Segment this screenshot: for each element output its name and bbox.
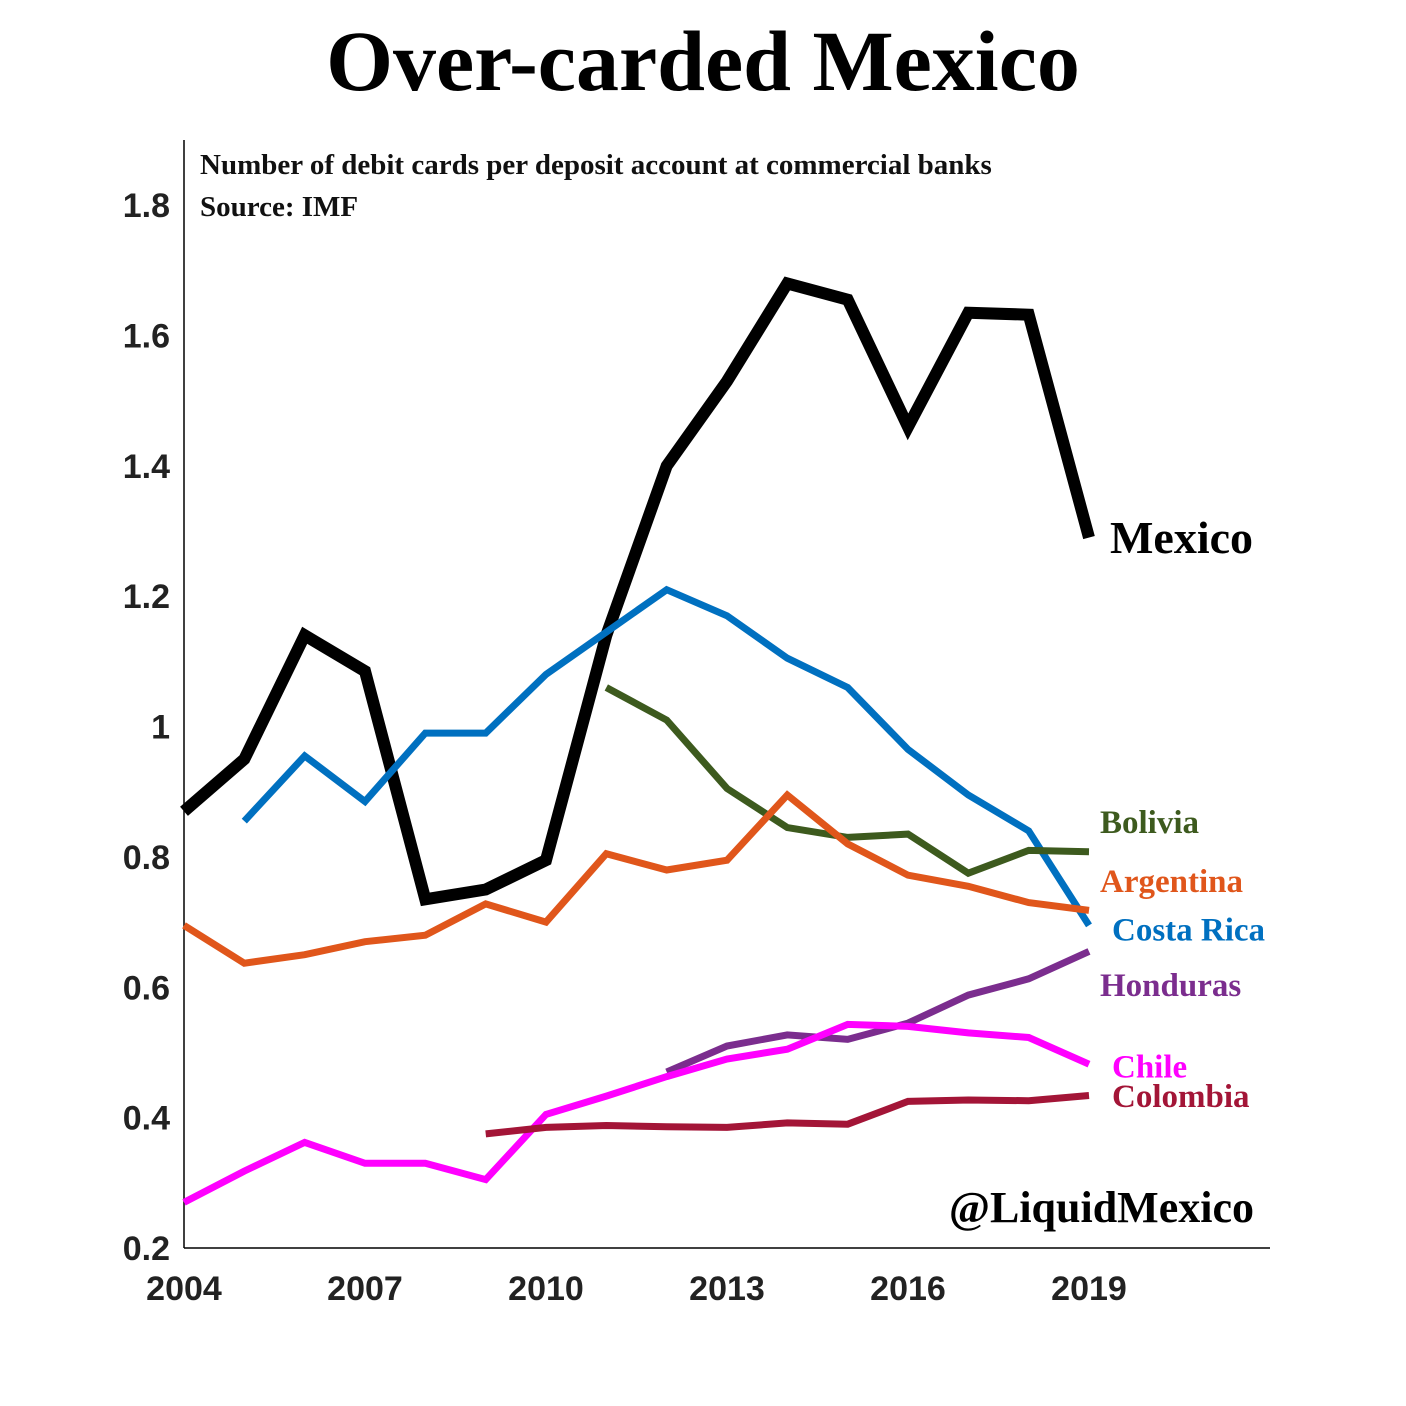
series-label-argentina: Argentina bbox=[1100, 864, 1243, 900]
x-tick-label-2007: 2007 bbox=[327, 1270, 403, 1308]
watermark: @LiquidMexico bbox=[949, 1183, 1254, 1232]
y-tick-label-0-2: 0.2 bbox=[123, 1230, 170, 1268]
series-label-honduras: Honduras bbox=[1100, 968, 1241, 1004]
series-label-bolivia: Bolivia bbox=[1100, 805, 1199, 841]
series-label-chile: Chile bbox=[1112, 1050, 1187, 1086]
y-tick-labels: 0.2 0.4 0.6 0.8 1 1.2 1.4 1.6 1.8 bbox=[123, 187, 170, 1268]
series-label-colombia: Colombia bbox=[1112, 1079, 1250, 1115]
axes bbox=[183, 140, 1270, 1249]
series-line-honduras bbox=[665, 948, 1091, 1076]
x-tick-label-2016: 2016 bbox=[870, 1270, 946, 1308]
series-line-bolivia bbox=[604, 684, 1090, 878]
x-tick-label-2019: 2019 bbox=[1051, 1270, 1127, 1308]
series-lines bbox=[180, 276, 1095, 1206]
y-tick-label-0-8: 0.8 bbox=[123, 839, 170, 877]
y-tick-label-0-6: 0.6 bbox=[123, 969, 170, 1007]
chart-subtitle: Number of debit cards per deposit accoun… bbox=[200, 149, 992, 181]
y-tick-label-0-4: 0.4 bbox=[123, 1100, 170, 1138]
x-tick-label-2013: 2013 bbox=[689, 1270, 765, 1308]
x-tick-labels: 2004 2007 2010 2013 2016 2019 bbox=[146, 1270, 1127, 1308]
y-tick-label-1-8: 1.8 bbox=[123, 187, 170, 225]
series-line-argentina bbox=[182, 790, 1090, 967]
chart-title: Over-carded Mexico bbox=[326, 13, 1080, 109]
y-tick-label-1: 1 bbox=[151, 709, 170, 747]
y-tick-label-1-2: 1.2 bbox=[123, 578, 170, 616]
series-line-costa-rica bbox=[241, 585, 1092, 928]
y-tick-label-1-6: 1.6 bbox=[123, 318, 170, 356]
x-tick-label-2010: 2010 bbox=[508, 1270, 584, 1308]
series-line-chile bbox=[182, 1020, 1091, 1206]
series-line-mexico bbox=[180, 276, 1095, 907]
chart-source: Source: IMF bbox=[200, 191, 358, 223]
series-line-colombia bbox=[485, 1092, 1090, 1138]
series-labels: Mexico Costa Rica Bolivia Argentina Honduras… bbox=[1100, 512, 1265, 1115]
series-label-mexico: Mexico bbox=[1110, 512, 1253, 563]
series-label-costa-rica: Costa Rica bbox=[1112, 913, 1265, 949]
x-tick-label-2004: 2004 bbox=[146, 1270, 222, 1308]
y-tick-label-1-4: 1.4 bbox=[123, 448, 170, 486]
